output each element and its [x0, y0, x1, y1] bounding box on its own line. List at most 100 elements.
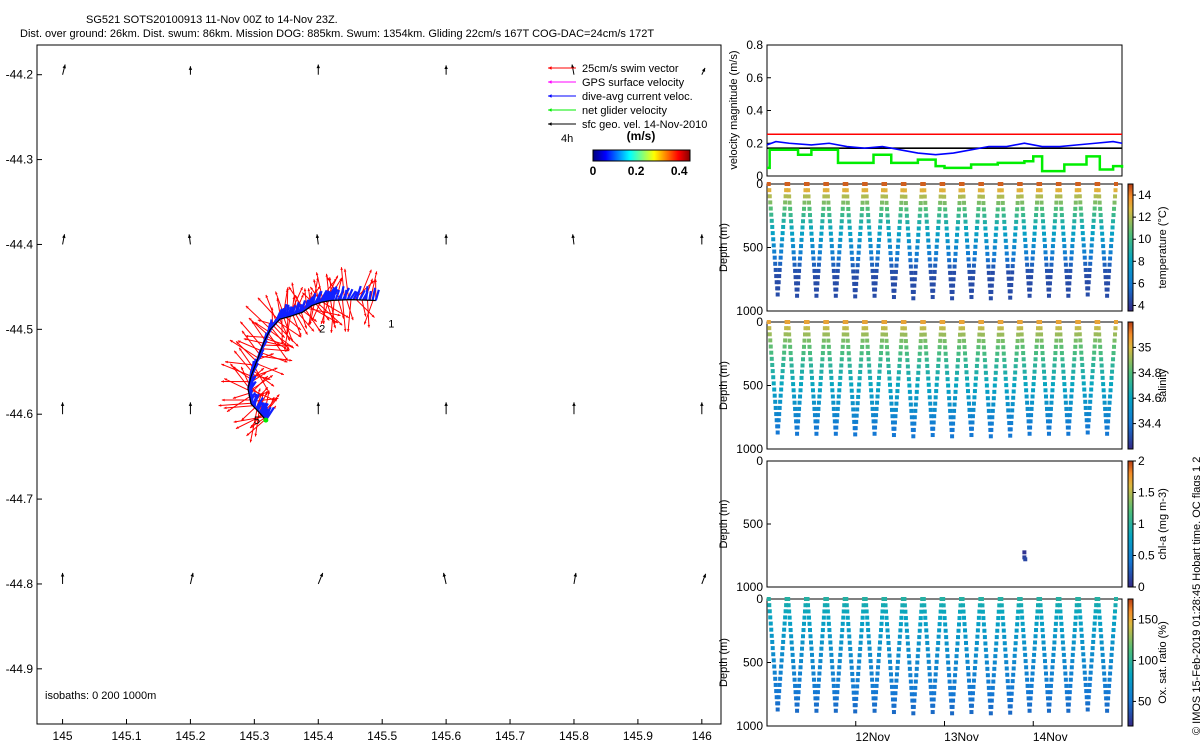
swim-vector-arrow-head: [295, 295, 298, 299]
oxygen-sample: [1014, 634, 1019, 639]
oxygen-colorbar-cell: [1128, 649, 1133, 651]
oxygen-sample: [790, 646, 795, 651]
oxygen-sample: [1003, 653, 1008, 658]
oxygen-sample: [1000, 615, 1005, 620]
salinity-sample: [1055, 326, 1060, 331]
oxygen-sample: [819, 646, 824, 651]
salinity-sample: [855, 401, 860, 406]
salinity-sample: [1034, 351, 1039, 356]
oxygen-colorbar-cell: [1128, 714, 1133, 716]
salinity-sample: [923, 345, 928, 350]
swim-vector-arrow-head: [246, 433, 250, 436]
temperature-sample: [1105, 293, 1110, 298]
salinity-colorbar-cell: [1128, 335, 1133, 337]
salinity-sample: [923, 338, 928, 343]
temperature-sample: [985, 258, 990, 263]
speed-colorbar-cell: [622, 150, 624, 161]
oxygen-colorbar-cell: [1128, 612, 1133, 614]
salinity-sample: [1049, 394, 1054, 399]
salinity-sample: [837, 382, 842, 387]
salinity-sample: [824, 320, 829, 324]
swim-vector-arrow-head: [257, 297, 261, 301]
oxygen-colorbar-cell: [1128, 669, 1133, 671]
chlorophyll-colorbar-cell: [1128, 486, 1133, 488]
speed-colorbar-cell: [638, 150, 640, 161]
temperature-sample: [815, 281, 820, 286]
salinity-sample: [933, 401, 938, 406]
oxygen-sample: [1029, 683, 1034, 688]
oxygen-sample: [769, 633, 774, 638]
oxygen-sample: [1072, 634, 1077, 639]
oxygen-sample: [1093, 609, 1098, 614]
salinity-sample: [855, 407, 860, 412]
salinity-sample: [799, 382, 804, 387]
oxygen-sample: [966, 678, 971, 683]
temperature-sample: [942, 194, 947, 199]
temperature-sample: [860, 200, 865, 205]
salinity-sample: [1105, 425, 1110, 430]
temperature-colorbar-cell: [1128, 262, 1133, 264]
swim-vector-arrow-head: [284, 349, 288, 352]
oxygen-sample: [774, 689, 779, 694]
salinity-sample: [777, 405, 782, 410]
oxygen-sample: [1005, 672, 1010, 677]
chlorophyll-colorbar-cell: [1128, 548, 1133, 550]
geo-velocity-arrow-head: [700, 402, 704, 406]
salinity-sample: [1050, 388, 1055, 393]
oxygen-sample: [953, 666, 958, 671]
oxygen-sample: [1080, 639, 1085, 644]
temperature-sample: [855, 263, 860, 268]
temperature-colorbar-cell: [1128, 226, 1133, 228]
salinity-sample: [999, 326, 1004, 331]
chlorophyll-colorbar-cell: [1128, 550, 1133, 552]
swim-vector-arrow-shaft: [266, 335, 290, 352]
oxygen-sample: [1014, 628, 1019, 633]
oxygen-sample: [1030, 677, 1035, 682]
temperature-sample: [849, 250, 854, 255]
oxygen-sample: [840, 621, 845, 626]
swim-vector-arrow-shaft: [347, 299, 352, 332]
temperature-sample: [918, 207, 923, 212]
salinity-sample: [896, 370, 901, 375]
temperature-sample: [983, 232, 988, 237]
salinity-sample: [865, 338, 870, 343]
swim-vector-arrow-head: [271, 397, 275, 401]
salinity-sample: [883, 326, 888, 331]
salinity-sample: [1080, 369, 1085, 374]
oxygen-sample: [909, 692, 914, 697]
speed-colorbar: [593, 150, 691, 161]
temperature-sample: [799, 237, 804, 242]
salinity-sample: [781, 356, 786, 361]
speed-colorbar-cell: [610, 150, 612, 161]
temperature-sample: [1048, 275, 1053, 280]
swim-vector-arrow-head: [339, 277, 342, 281]
salinity-colorbar-cell: [1128, 390, 1133, 392]
temperature-colorbar-cell: [1128, 215, 1133, 217]
chlorophyll-colorbar-cell: [1128, 547, 1133, 549]
temperature-sample: [1038, 188, 1043, 193]
temperature-sample: [880, 188, 885, 193]
temperature-sample: [972, 251, 977, 256]
temperature-sample: [815, 275, 820, 280]
speed-colorbar-cell: [677, 150, 679, 161]
temperature-sample: [1013, 232, 1018, 237]
temperature-colorbar-cell: [1128, 304, 1133, 306]
swim-vector-arrow: [239, 321, 263, 348]
temperature-colorbar-cell: [1128, 256, 1133, 258]
speed-colorbar-cell: [681, 150, 683, 161]
temperature-sample: [1111, 219, 1116, 224]
oxygen-colorbar-cell: [1128, 662, 1133, 664]
oxygen-colorbar-cell: [1128, 619, 1133, 621]
salinity-sample: [892, 426, 897, 431]
temperature-sample: [771, 237, 776, 242]
salinity-sample: [1047, 419, 1052, 424]
salinity-sample: [934, 382, 939, 387]
temperature-sample: [800, 225, 805, 230]
salinity-sample: [866, 351, 871, 356]
salinity-sample: [884, 338, 889, 343]
oxygen-colorbar-cell: [1128, 667, 1133, 669]
salinity-sample: [897, 363, 902, 368]
swim-vector-arrow-head: [330, 330, 333, 333]
temperature-sample: [820, 213, 825, 218]
salinity-sample: [950, 427, 955, 432]
